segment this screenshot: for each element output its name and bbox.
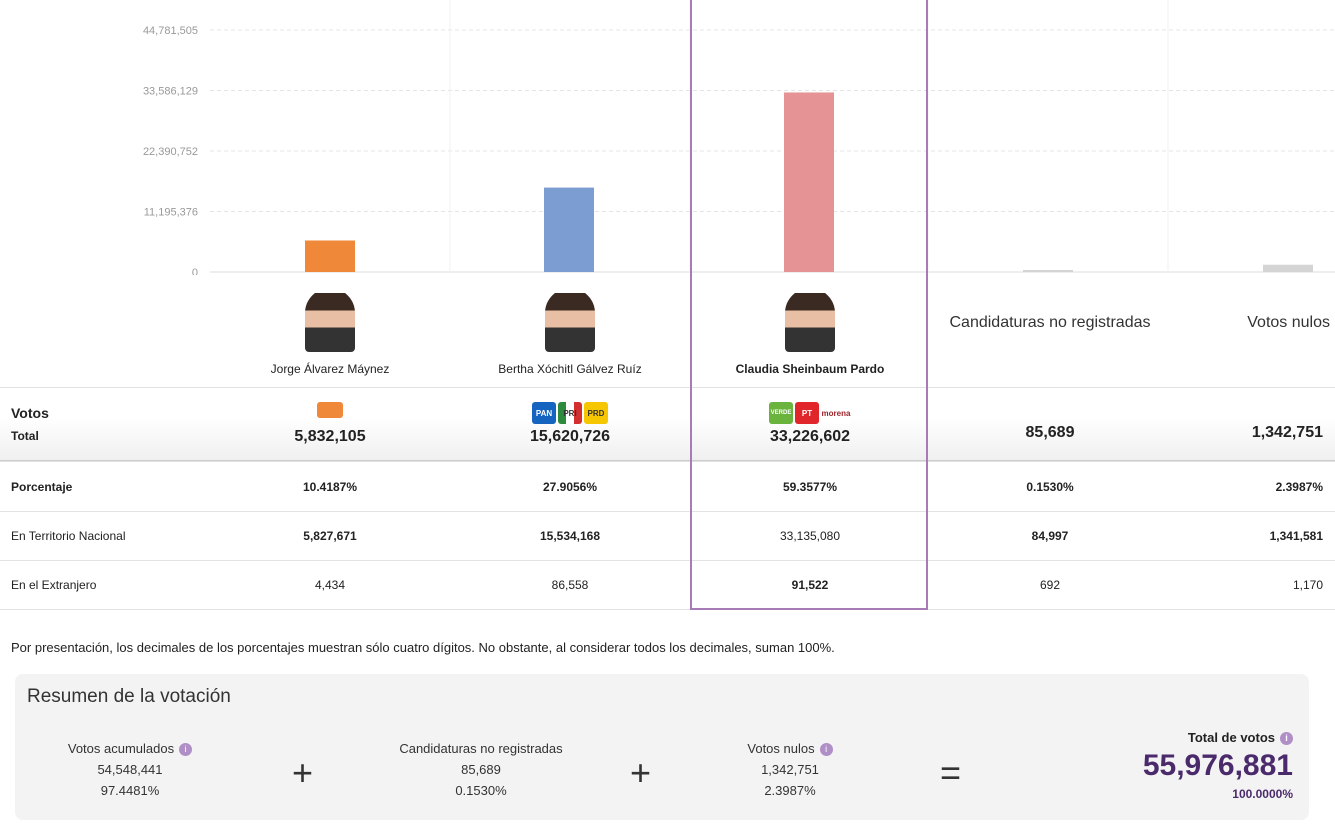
pt-logo-icon: PT bbox=[795, 402, 819, 424]
mc-logo-icon bbox=[317, 402, 343, 418]
candidate-name: Claudia Sheinbaum Pardo bbox=[735, 362, 885, 376]
extranjero-value: 692 bbox=[1039, 578, 1061, 592]
pct-value: 2.3987% bbox=[1275, 479, 1323, 494]
nacional-value: 1,341,581 bbox=[1269, 529, 1323, 543]
percentage-row: Porcentaje 10.4187% 27.9056% 59.3577% 0.… bbox=[0, 461, 1335, 511]
candidate-galvez[interactable]: Bertha Xóchitl Gálvez Ruíz bbox=[450, 272, 690, 388]
nacional-row: En Territorio Nacional 5,827,671 15,534,… bbox=[0, 511, 1335, 560]
votos-label: Votos bbox=[11, 405, 49, 421]
summary-no-registradas: Candidaturas no registradas 85,689 0.1530% bbox=[381, 738, 581, 801]
candidate-name: Votos nulos bbox=[1247, 314, 1330, 331]
summary-title: Resumen de la votación bbox=[27, 686, 231, 707]
pct-value: 59.3577% bbox=[782, 479, 838, 494]
nacional-value: 33,135,080 bbox=[779, 529, 841, 543]
pri-logo-icon: PRI bbox=[558, 402, 582, 424]
value: 1,342,751 bbox=[761, 762, 819, 777]
candidate-sheinbaum[interactable]: Claudia Sheinbaum Pardo bbox=[690, 272, 930, 388]
total-pct: 100.0000% bbox=[1232, 787, 1293, 802]
avatar bbox=[305, 288, 355, 352]
total-label: Total bbox=[11, 429, 39, 443]
bar-3[interactable] bbox=[1023, 270, 1073, 272]
pan-logo-icon: PAN bbox=[532, 402, 556, 424]
morena-logo-icon: morena bbox=[821, 402, 851, 424]
total-cell: VERDE PT morena 33,226,602 bbox=[690, 402, 930, 446]
summary-total: Total de votos i 55,976,881 100.0000% bbox=[1143, 730, 1293, 801]
y-tick-label: 33,586,129 bbox=[143, 86, 198, 98]
candidates-row: Jorge Álvarez Máynez Bertha Xóchitl Gálv… bbox=[210, 272, 1335, 388]
nacional-value: 84,997 bbox=[1031, 529, 1069, 543]
label: Votos nulos bbox=[747, 741, 815, 756]
equals-icon: = bbox=[940, 752, 962, 793]
info-icon[interactable]: i bbox=[1280, 732, 1293, 746]
party-logos: PAN PRI PRD bbox=[450, 402, 690, 426]
pct-value: 27.9056% bbox=[542, 479, 598, 494]
summary-acumulados: Votos acumulados i 54,548,441 97.4481% bbox=[60, 738, 200, 801]
pct: 2.3987% bbox=[764, 783, 816, 798]
extranjero-row: En el Extranjero 4,434 86,558 91,522 692… bbox=[0, 560, 1335, 610]
total-value: 55,976,881 bbox=[1142, 749, 1293, 783]
value: 85,689 bbox=[461, 762, 501, 777]
value: 54,548,441 bbox=[97, 762, 163, 777]
total-value: 15,620,726 bbox=[529, 428, 611, 445]
row-label: Votos Total bbox=[0, 405, 210, 443]
total-cell: PAN PRI PRD 15,620,726 bbox=[450, 402, 690, 446]
bar-2[interactable] bbox=[784, 92, 834, 272]
row-label: En Territorio Nacional bbox=[11, 529, 126, 543]
bar-4[interactable] bbox=[1263, 264, 1313, 272]
y-tick-label: 11,195,376 bbox=[144, 207, 198, 219]
extranjero-value: 4,434 bbox=[314, 578, 346, 592]
y-tick-label: 44,781,505 bbox=[143, 25, 198, 37]
candidate-name: Bertha Xóchitl Gálvez Ruíz bbox=[498, 362, 642, 376]
avatar bbox=[785, 288, 835, 352]
party-logos bbox=[210, 402, 450, 426]
vote-summary-panel: Resumen de la votación Votos acumulados i… bbox=[15, 674, 1309, 820]
row-label: Porcentaje bbox=[11, 479, 73, 494]
summary-nulos: Votos nulos i 1,342,751 2.3987% bbox=[730, 738, 850, 801]
percentage-note: Por presentación, los decimales de los p… bbox=[11, 640, 835, 655]
row-label: En el Extranjero bbox=[11, 578, 97, 592]
verde-logo-icon: VERDE bbox=[769, 402, 793, 424]
candidate-no-registradas: Candidaturas no registradas bbox=[930, 272, 1170, 388]
bar-0[interactable] bbox=[305, 240, 355, 272]
extranjero-value: 91,522 bbox=[791, 578, 829, 592]
bar-1[interactable] bbox=[544, 187, 594, 272]
total-value: 85,689 bbox=[1025, 424, 1075, 441]
pct: 0.1530% bbox=[455, 783, 507, 798]
candidate-maynez[interactable]: Jorge Álvarez Máynez bbox=[210, 272, 450, 388]
prd-logo-icon: PRD bbox=[584, 402, 608, 424]
avatar bbox=[545, 288, 595, 352]
plus-icon: + bbox=[630, 752, 652, 793]
candidate-name: Jorge Álvarez Máynez bbox=[270, 362, 390, 376]
candidate-name: Candidaturas no registradas bbox=[949, 314, 1151, 331]
total-value: 5,832,105 bbox=[294, 428, 366, 445]
votes-bar-chart: 0 11,195,376 22,390,752 33,586,129 44,781,50… bbox=[143, 0, 1335, 275]
plus-icon: + bbox=[292, 752, 314, 793]
pct-value: 0.1530% bbox=[1026, 479, 1074, 494]
votos-nulos: Votos nulos bbox=[1170, 272, 1335, 388]
total-value: 1,342,751 bbox=[1251, 424, 1323, 441]
total-value: 33,226,602 bbox=[769, 428, 851, 445]
nacional-value: 5,827,671 bbox=[303, 529, 357, 543]
y-tick-label: 22,390,752 bbox=[143, 146, 198, 158]
label: Total de votos bbox=[1187, 730, 1275, 745]
info-icon[interactable]: i bbox=[179, 743, 193, 757]
extranjero-value: 1,170 bbox=[1292, 578, 1323, 592]
pct: 97.4481% bbox=[100, 783, 160, 798]
info-icon[interactable]: i bbox=[819, 743, 833, 757]
label: Votos acumulados bbox=[67, 741, 175, 756]
pct-value: 10.4187% bbox=[302, 479, 358, 494]
nacional-value: 15,534,168 bbox=[539, 529, 601, 543]
y-tick-label: 0 bbox=[192, 267, 198, 275]
party-logos: VERDE PT morena bbox=[690, 402, 930, 426]
label: Candidaturas no registradas bbox=[399, 741, 563, 756]
votes-total-row: Votos Total 5,832,105 PAN PRI PRD 15,620,726… bbox=[0, 387, 1335, 461]
total-cell: 5,832,105 bbox=[210, 402, 450, 446]
extranjero-value: 86,558 bbox=[551, 578, 589, 592]
